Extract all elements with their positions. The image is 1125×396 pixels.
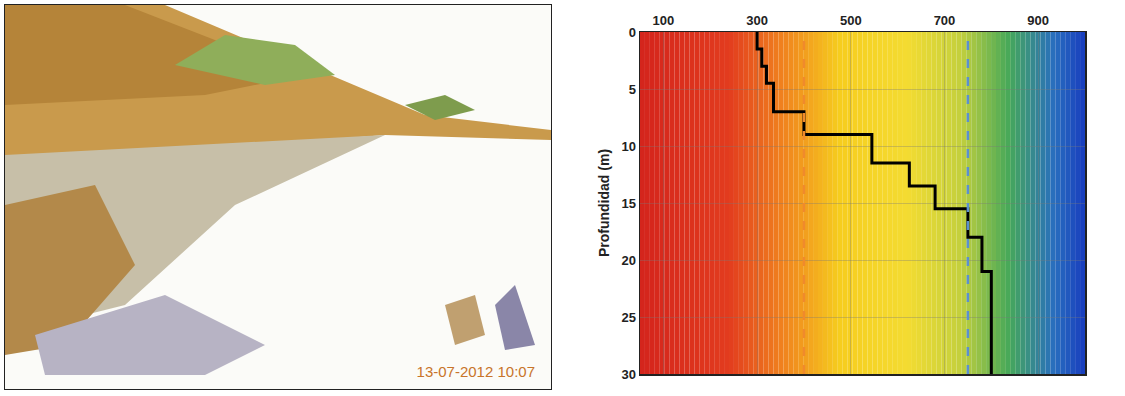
svg-text:0: 0	[629, 25, 636, 40]
svg-text:700: 700	[934, 13, 956, 28]
svg-text:300: 300	[746, 13, 768, 28]
svg-text:30: 30	[621, 367, 635, 382]
svg-text:13-07-2012 10:07: 13-07-2012 10:07	[417, 363, 535, 380]
svg-text:25: 25	[621, 310, 635, 325]
svg-text:Profundidad (m): Profundidad (m)	[596, 149, 612, 257]
svg-text:5: 5	[629, 82, 636, 97]
svg-text:20: 20	[621, 253, 635, 268]
svg-text:100: 100	[653, 13, 675, 28]
svg-text:10: 10	[621, 139, 635, 154]
svg-text:900: 900	[1027, 13, 1049, 28]
svg-text:500: 500	[840, 13, 862, 28]
svg-text:15: 15	[621, 196, 635, 211]
